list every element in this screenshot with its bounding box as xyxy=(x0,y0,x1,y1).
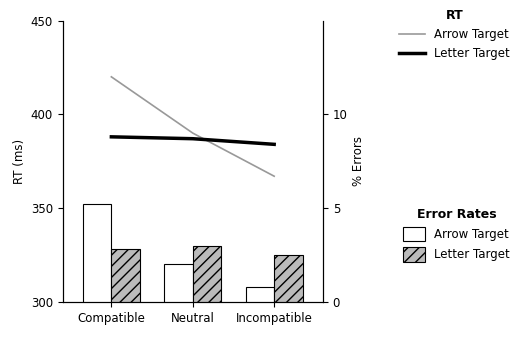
Bar xyxy=(111,249,140,343)
Y-axis label: RT (ms): RT (ms) xyxy=(14,139,27,184)
Bar xyxy=(246,287,274,343)
Legend: Arrow Target, Letter Target: Arrow Target, Letter Target xyxy=(399,9,510,60)
Bar xyxy=(164,264,193,343)
Bar xyxy=(274,255,303,343)
Y-axis label: % Errors: % Errors xyxy=(352,136,365,186)
Bar xyxy=(193,246,221,343)
Bar xyxy=(83,204,111,343)
Legend: Arrow Target, Letter Target: Arrow Target, Letter Target xyxy=(403,208,510,262)
